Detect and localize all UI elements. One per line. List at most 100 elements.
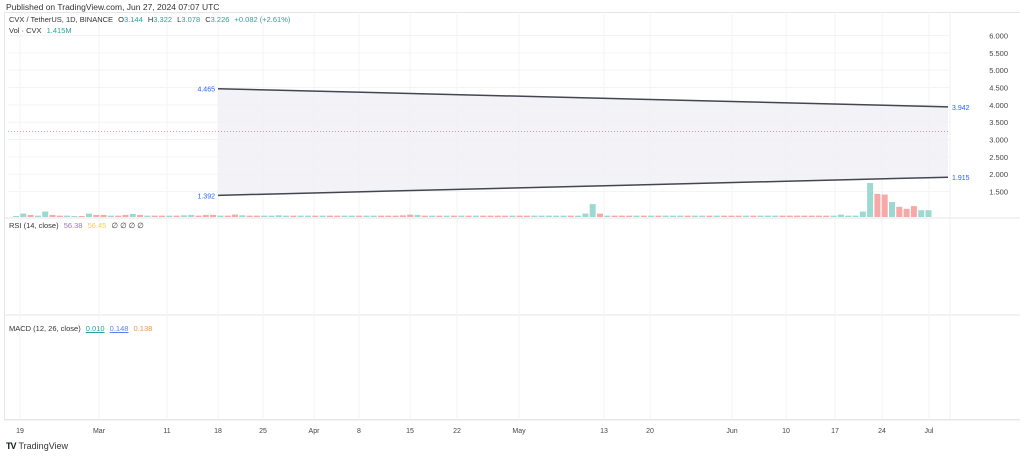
volume-bar [436, 215, 443, 217]
trendline-end-label: 1.915 [952, 175, 970, 182]
trendline [217, 87, 949, 108]
volume-bar [399, 215, 406, 217]
volume-bar [34, 215, 41, 217]
tv-logo-icon: TV [6, 441, 16, 451]
volume-bar [611, 215, 618, 217]
volume-bar [42, 211, 49, 217]
volume-bar [728, 215, 735, 217]
x-axis-tick: 15 [406, 428, 414, 435]
volume-bar [845, 215, 852, 217]
volume-bar [290, 215, 297, 217]
trendline-start-label: 1.392 [197, 193, 215, 200]
volume-bar [830, 215, 837, 217]
volume-bar [706, 215, 713, 217]
volume-label: Vol · CVX [9, 26, 42, 35]
volume-bar [918, 210, 925, 217]
x-axis-tick: Jul [925, 428, 934, 435]
tradingview-logo[interactable]: TV TradingView [6, 441, 68, 451]
price-axis-tick: 5.000 [989, 66, 1008, 75]
volume-bar [757, 215, 764, 217]
volume-bar [903, 208, 910, 217]
x-axis-tick: 13 [600, 428, 608, 435]
volume-bar [224, 215, 231, 217]
volume-bar [107, 215, 114, 217]
volume-bar [71, 215, 78, 217]
volume-bar [509, 215, 516, 217]
volume-bar [122, 214, 129, 217]
volume-bar [553, 215, 560, 217]
volume-value: 1.415M [46, 26, 72, 35]
volume-bar [421, 215, 428, 217]
x-axis-tick: May [512, 428, 526, 435]
volume-bar [655, 215, 662, 217]
trendline [217, 176, 949, 197]
volume-bar [597, 213, 603, 217]
volume-bar [567, 215, 574, 217]
volume-bar [100, 214, 107, 217]
volume-bar [677, 215, 684, 217]
x-axis-tick: 20 [646, 428, 654, 435]
volume-bar [341, 215, 348, 217]
volume-bar [699, 215, 706, 217]
volume-bar [867, 183, 874, 217]
volume-bar [93, 214, 100, 217]
price-axis-tick: 3.000 [989, 136, 1008, 145]
volume-bar [151, 215, 158, 217]
volume-bar [297, 215, 304, 217]
volume-bar [816, 215, 822, 217]
volume-bar [239, 215, 246, 217]
x-axis-tick: 17 [831, 428, 839, 435]
volume-bar [370, 215, 377, 217]
volume-bar [772, 215, 779, 217]
symbol-title: CVX / TetherUS, 1D, BINANCE [9, 15, 114, 24]
volume-bar [852, 215, 859, 217]
volume-bar [713, 215, 720, 217]
price-axis-tick: 5.500 [989, 49, 1008, 58]
published-caption: Published on TradingView.com, Jun 27, 20… [6, 2, 220, 12]
volume-bar [684, 215, 691, 217]
volume-bar [363, 215, 370, 217]
volume-bar [348, 215, 355, 217]
volume-bar [560, 215, 567, 217]
x-axis-tick: 8 [357, 428, 361, 435]
volume-bar [217, 215, 224, 217]
volume-bar [545, 215, 552, 217]
x-axis-tick: 24 [878, 428, 886, 435]
volume-bar [670, 215, 676, 217]
volume-bar [20, 213, 27, 217]
change-value: +0.082 (+2.61%) [234, 15, 291, 24]
volume-bar [823, 215, 830, 217]
volume-bar [385, 215, 392, 217]
volume-bar [144, 215, 151, 217]
rsi-ma-value: 56.45 [87, 221, 107, 230]
volume-bar [49, 214, 56, 217]
volume-bar [837, 214, 844, 217]
open-value: 3.144 [124, 15, 143, 24]
symbol-legend: CVX / TetherUS, 1D, BINANCE O3.144 H3.32… [9, 15, 291, 24]
x-axis-tick: 25 [259, 428, 267, 435]
volume-bar [356, 215, 363, 217]
x-axis-tick: 10 [782, 428, 790, 435]
volume-bar [429, 215, 436, 217]
macd-signal-value: 0.138 [133, 324, 153, 333]
volume-bar [173, 215, 180, 217]
x-axis-tick: 11 [163, 428, 170, 435]
volume-bar [202, 214, 209, 217]
volume-bar [246, 215, 253, 217]
price-axis-tick: 3.500 [989, 118, 1008, 127]
volume-bar [166, 215, 173, 217]
volume-bar [180, 215, 187, 217]
volume-bar [305, 215, 311, 217]
volume-bar [275, 215, 282, 217]
volume-bar [195, 215, 202, 217]
volume-bar [721, 215, 728, 217]
x-axis-tick: 19 [16, 428, 24, 435]
volume-bar [13, 215, 19, 217]
price-axis-tick: 6.000 [989, 31, 1008, 40]
volume-bar [794, 215, 801, 217]
volume-bar [56, 215, 63, 217]
rsi-extra: ∅ ∅ ∅ ∅ [111, 221, 144, 230]
volume-bar [531, 215, 538, 217]
x-axis-tick: Jun [726, 428, 737, 435]
